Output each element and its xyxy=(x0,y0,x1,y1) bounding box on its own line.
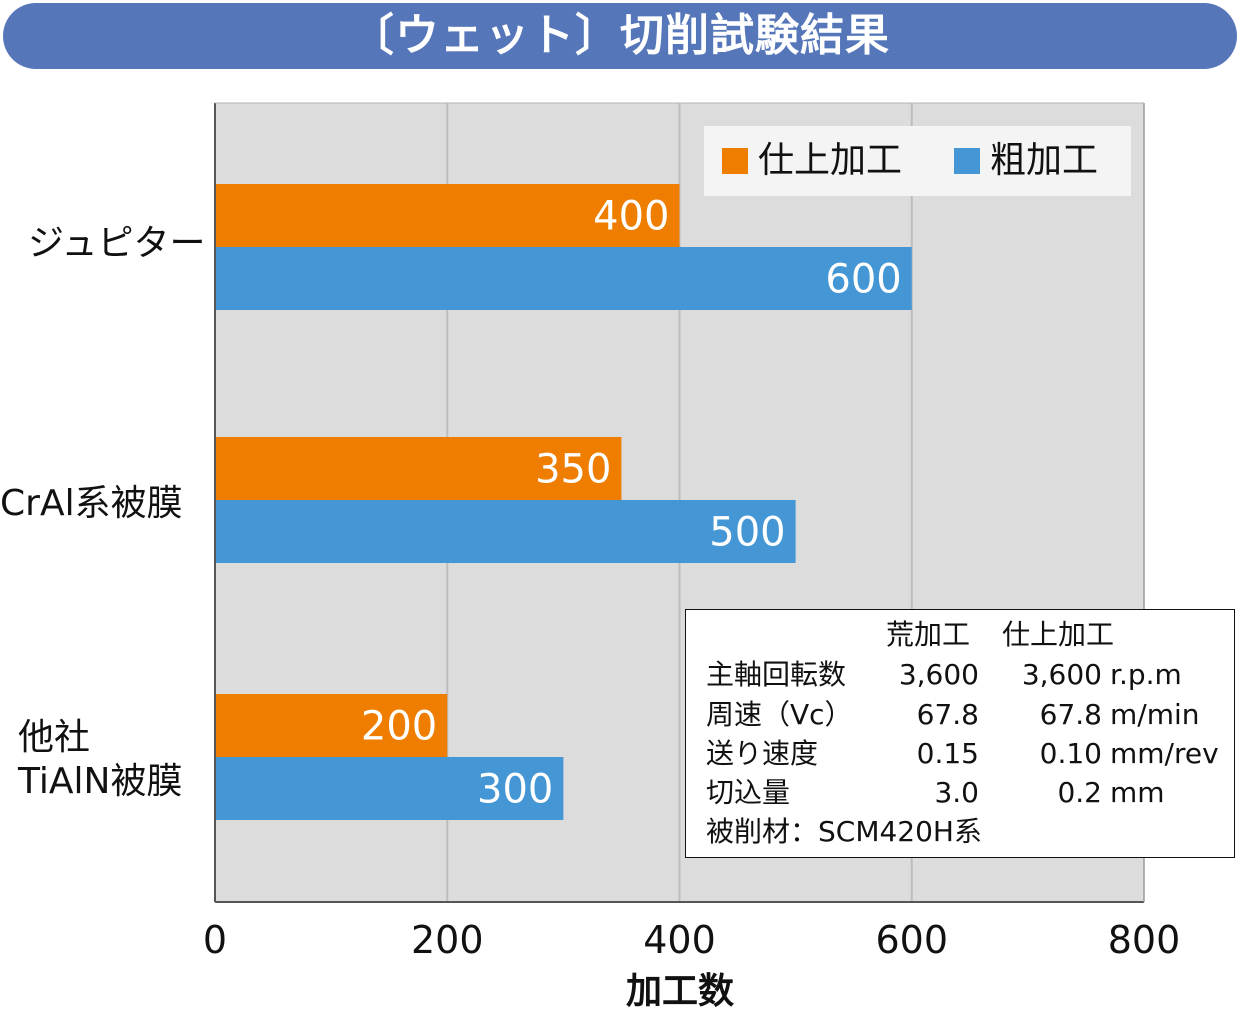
bar-roughing xyxy=(215,500,796,563)
condition-value-roughing: 0.15 xyxy=(916,737,979,770)
condition-unit: r.p.m xyxy=(1110,658,1182,691)
bar-roughing xyxy=(215,247,912,310)
x-tick-label: 200 xyxy=(410,918,484,962)
legend-item-roughing: 粗加工 xyxy=(954,126,1098,196)
condition-value-finishing: 3,600 xyxy=(1021,658,1102,691)
legend-swatch-finishing xyxy=(722,148,748,174)
chart-title: 〔ウェット〕切削試験結果 xyxy=(350,10,890,61)
bar-value-label: 500 xyxy=(709,510,785,556)
condition-value-roughing: 3,600 xyxy=(898,658,979,691)
condition-value-finishing: 67.8 xyxy=(1039,698,1102,731)
legend: 仕上加工 粗加工 xyxy=(704,126,1131,196)
cutting-conditions-table: 荒加工 仕上加工 主軸回転数 3,600 3,600 r.p.m 周速（Vc） … xyxy=(685,609,1235,858)
title-banner: 〔ウェット〕切削試験結果 xyxy=(3,3,1237,69)
x-tick-label: 400 xyxy=(643,918,716,962)
bar-value-label: 300 xyxy=(477,767,553,813)
bar-finishing xyxy=(215,694,448,757)
bar-value-label: 350 xyxy=(535,447,611,493)
condition-label: 送り速度 xyxy=(706,737,819,770)
bar-value-label: 600 xyxy=(825,257,901,303)
condition-unit: mm/rev xyxy=(1110,737,1219,770)
x-tick-label: 800 xyxy=(1107,918,1181,962)
condition-unit: mm xyxy=(1110,776,1165,809)
bar-finishing xyxy=(215,184,680,247)
condition-label: 周速（Vc） xyxy=(706,698,853,731)
conditions-header-finishing: 仕上加工 xyxy=(1002,618,1115,651)
x-axis-label: 加工数 xyxy=(625,971,734,1012)
conditions-header-roughing: 荒加工 xyxy=(886,618,971,651)
condition-label: 切込量 xyxy=(706,776,791,809)
category-label: CrAl系被膜 xyxy=(0,483,183,524)
category-label: ジュピター xyxy=(28,223,206,264)
legend-label-roughing: 粗加工 xyxy=(990,140,1099,181)
legend-item-finishing: 仕上加工 xyxy=(722,126,902,196)
condition-value-roughing: 3.0 xyxy=(934,776,979,809)
condition-value-finishing: 0.10 xyxy=(1039,737,1102,770)
x-tick-label: 0 xyxy=(202,918,228,962)
bar-value-label: 400 xyxy=(593,194,669,240)
condition-label: 主軸回転数 xyxy=(706,658,847,691)
bar-value-label: 200 xyxy=(361,704,437,750)
condition-unit: m/min xyxy=(1110,698,1200,731)
workpiece-material: 被削材：SCM420H系 xyxy=(706,815,982,848)
legend-label-finishing: 仕上加工 xyxy=(758,140,903,181)
legend-swatch-roughing xyxy=(954,148,980,174)
bar-finishing xyxy=(215,437,622,500)
condition-value-finishing: 0.2 xyxy=(1057,776,1102,809)
condition-value-roughing: 67.8 xyxy=(916,698,979,731)
x-tick-label: 600 xyxy=(875,918,949,962)
bar-roughing xyxy=(215,757,564,820)
category-label: 他社 TiAlN被膜 xyxy=(18,717,183,802)
